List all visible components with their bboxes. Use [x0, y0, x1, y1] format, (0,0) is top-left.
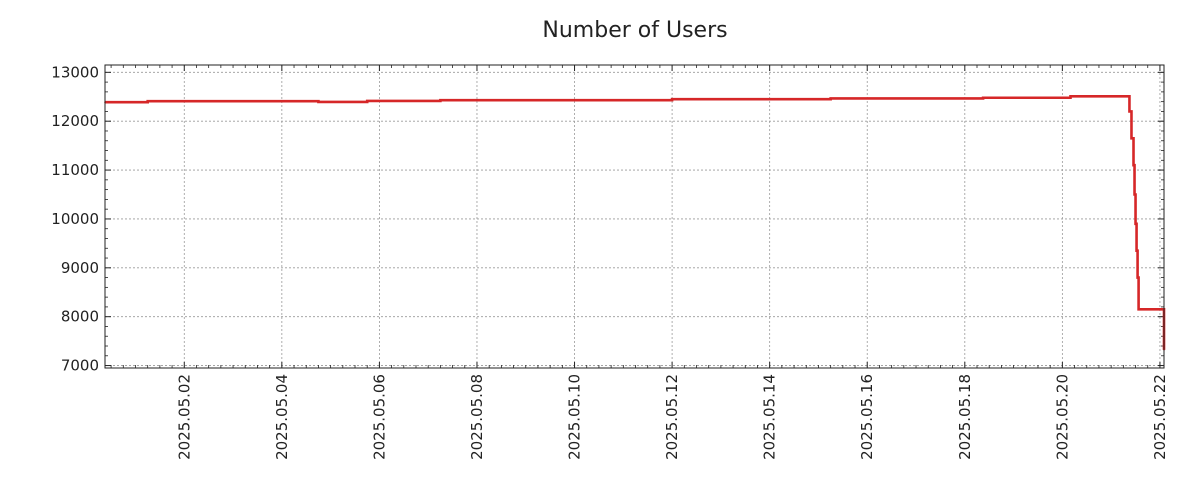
y-tick-label: 11000	[51, 161, 99, 179]
x-tick-label: 2025.05.12	[663, 374, 681, 460]
y-tick-label: 10000	[51, 210, 99, 228]
y-tick-label: 8000	[61, 308, 99, 326]
x-tick-label: 2025.05.18	[956, 374, 974, 460]
x-tick-label: 2025.05.14	[761, 374, 779, 460]
x-tick-label: 2025.05.16	[858, 374, 876, 460]
x-tick-label: 2025.05.02	[175, 374, 193, 460]
series-point	[671, 98, 673, 101]
series-point	[1126, 95, 1129, 98]
x-tick-label: 2025.05.10	[566, 374, 584, 460]
series-point	[1132, 164, 1135, 166]
series-point	[1134, 223, 1137, 225]
series-point	[1133, 193, 1136, 196]
series-point	[439, 99, 442, 101]
x-tick-label: 2025.05.20	[1053, 374, 1071, 460]
minor-ticks	[105, 65, 1164, 368]
plot-frame	[104, 64, 1165, 369]
y-tick-label: 13000	[51, 63, 99, 81]
y-tick-label: 12000	[51, 112, 99, 130]
series-point	[317, 101, 320, 103]
y-tick-label: 7000	[61, 357, 99, 375]
series-point	[1136, 276, 1139, 279]
series-line	[105, 94, 1166, 350]
x-tick-label: 2025.05.04	[273, 374, 291, 460]
grid	[105, 65, 1164, 368]
series-layer	[104, 94, 1166, 351]
x-axis-tick-labels: 2025.05.02 2025.05.04 2025.05.06 2025.05.08…	[175, 374, 1169, 460]
series-point	[829, 97, 832, 100]
x-tick-label: 2025.05.22	[1151, 374, 1169, 460]
axis-ticks	[105, 65, 1164, 368]
x-tick-label: 2025.05.08	[468, 374, 486, 460]
series-point	[1069, 95, 1072, 98]
x-tick-label: 2025.05.06	[370, 374, 388, 460]
series-point	[1135, 249, 1138, 252]
y-tick-label: 9000	[61, 259, 99, 277]
chart-title: Number of Users	[542, 18, 727, 43]
series-point	[1137, 308, 1140, 311]
series-point	[1128, 110, 1131, 113]
series-point	[1130, 137, 1133, 140]
series-point	[366, 100, 369, 102]
series-point	[146, 100, 149, 102]
series-point	[982, 96, 984, 99]
y-axis-tick-labels: 7000 8000 9000 10000 11000 12000 13000	[51, 63, 99, 374]
